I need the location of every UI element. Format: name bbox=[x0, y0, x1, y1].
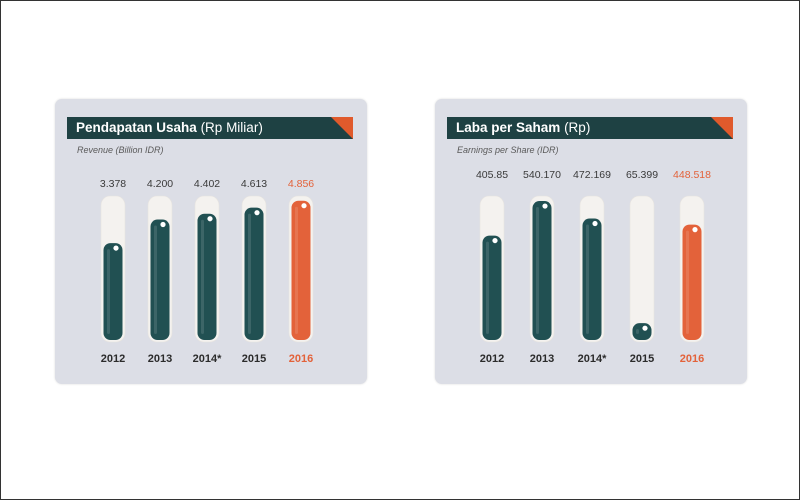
eps-bar-sheen bbox=[686, 230, 689, 334]
eps-chart: 405.85 2012 540.170 2013 472.169 2014* 65.399 2… bbox=[476, 169, 711, 365]
revenue-bar-sheen bbox=[295, 206, 298, 334]
eps-year-label: 2015 bbox=[630, 353, 654, 365]
eps-bar-track bbox=[629, 195, 655, 343]
revenue-value-label: 4.856 bbox=[288, 178, 314, 190]
eps-chart-title: Laba per Saham bbox=[456, 120, 561, 135]
revenue-bar bbox=[244, 207, 264, 340]
revenue-bar-sheen bbox=[154, 225, 157, 334]
eps-value-label: 472.169 bbox=[573, 169, 611, 181]
revenue-bar-sheen bbox=[248, 213, 251, 334]
eps-bar bbox=[632, 323, 652, 340]
eps-bar-dot bbox=[542, 203, 548, 209]
revenue-chart-title-bar: Pendapatan Usaha (Rp Miliar) bbox=[67, 117, 353, 139]
eps-bar-sheen bbox=[586, 224, 589, 334]
eps-value-label: 65.399 bbox=[626, 169, 658, 181]
revenue-year-label: 2016 bbox=[289, 353, 313, 365]
eps-bar-dot bbox=[492, 237, 498, 244]
eps-chart-title-bar: Laba per Saham (Rp) bbox=[447, 117, 733, 139]
revenue-chart-title-unit: (Rp Miliar) bbox=[200, 120, 263, 135]
revenue-bar-dot bbox=[254, 210, 260, 216]
eps-chart-title-unit: (Rp) bbox=[564, 120, 591, 135]
eps-bar bbox=[532, 201, 552, 340]
revenue-bar-sheen bbox=[201, 219, 204, 334]
eps-bar-dot bbox=[592, 220, 598, 227]
title-corner-accent bbox=[711, 117, 733, 139]
revenue-bar-dot bbox=[113, 245, 119, 251]
revenue-year-label: 2013 bbox=[148, 353, 172, 365]
revenue-bar bbox=[150, 219, 170, 340]
revenue-value-label: 4.613 bbox=[241, 178, 267, 190]
revenue-value-label: 4.402 bbox=[194, 178, 220, 190]
eps-year-label: 2014* bbox=[578, 353, 607, 365]
eps-value-label: 405.85 bbox=[476, 169, 508, 181]
eps-year-label: 2016 bbox=[680, 353, 704, 365]
revenue-bar bbox=[103, 243, 123, 340]
revenue-bar bbox=[197, 213, 217, 340]
eps-bar-sheen bbox=[536, 207, 539, 334]
revenue-chart-subtitle: Revenue (Billion IDR) bbox=[77, 145, 164, 155]
eps-value-label: 540.170 bbox=[523, 169, 561, 181]
revenue-bar-dot bbox=[160, 221, 166, 228]
revenue-bar-dot bbox=[207, 216, 213, 222]
title-corner-accent bbox=[331, 117, 353, 139]
revenue-bar bbox=[291, 200, 311, 340]
eps-year-label: 2013 bbox=[530, 353, 554, 365]
eps-bar-dot bbox=[692, 227, 698, 233]
eps-chart-panel: Laba per Saham (Rp) Earnings per Share (… bbox=[435, 99, 747, 384]
revenue-year-label: 2015 bbox=[242, 353, 266, 365]
revenue-year-label: 2014* bbox=[193, 353, 222, 365]
eps-bar bbox=[582, 218, 602, 340]
eps-year-label: 2012 bbox=[480, 353, 504, 365]
revenue-chart: 3.378 2012 4.200 2013 4.402 2014* 4.613 2015 4.8… bbox=[100, 178, 314, 365]
eps-chart-subtitle: Earnings per Share (IDR) bbox=[457, 145, 559, 155]
revenue-bar-dot bbox=[301, 203, 307, 209]
revenue-chart-title: Pendapatan Usaha bbox=[76, 120, 197, 135]
eps-bar-sheen bbox=[486, 241, 489, 334]
revenue-value-label: 4.200 bbox=[147, 178, 173, 190]
eps-bar bbox=[682, 224, 702, 340]
eps-bar-dot bbox=[642, 325, 648, 331]
eps-bar-sheen bbox=[636, 329, 639, 334]
revenue-year-label: 2012 bbox=[101, 353, 125, 365]
revenue-value-label: 3.378 bbox=[100, 178, 126, 190]
revenue-bar-sheen bbox=[107, 249, 110, 334]
eps-bar bbox=[482, 235, 502, 340]
revenue-chart-panel: Pendapatan Usaha (Rp Miliar) Revenue (Bi… bbox=[55, 99, 367, 384]
eps-value-label: 448.518 bbox=[673, 169, 711, 181]
